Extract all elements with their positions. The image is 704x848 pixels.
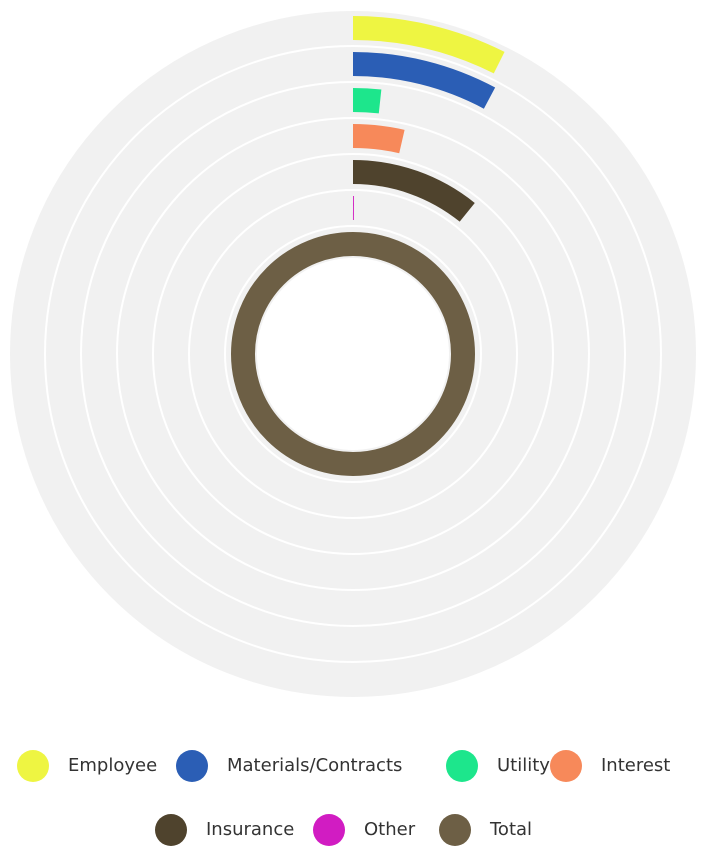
legend-label: Total (489, 819, 532, 840)
radial-bar (352, 160, 475, 222)
radial-bar (352, 88, 382, 114)
radial-bar (352, 124, 405, 154)
legend-swatch (155, 814, 187, 846)
legend-swatch (550, 750, 582, 782)
inner (257, 258, 449, 450)
legend-label: Employee (68, 755, 157, 776)
legend-label: Utility (497, 755, 550, 776)
legend-label: Insurance (206, 819, 294, 840)
legend-swatch (446, 750, 478, 782)
legend-label: Other (364, 819, 416, 840)
radial-bar (352, 16, 505, 74)
legend-swatch (439, 814, 471, 846)
radial-bar (352, 52, 496, 109)
legend-swatch (17, 750, 49, 782)
radial-bar (231, 232, 475, 476)
legend-swatch (176, 750, 208, 782)
legend-label: Interest (601, 755, 670, 776)
legend-swatch (313, 814, 345, 846)
legend-label: Materials/Contracts (227, 755, 402, 776)
